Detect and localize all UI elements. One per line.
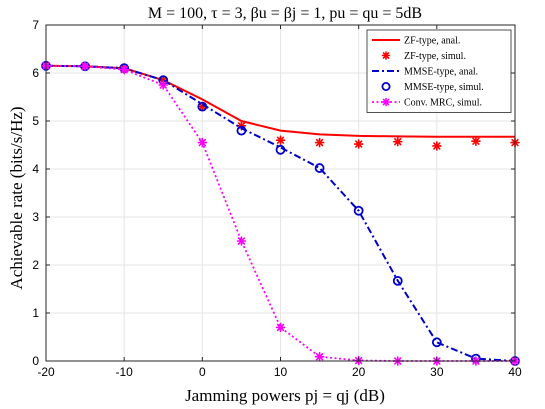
y-tick-label: 5 — [32, 114, 39, 128]
star-stroke — [81, 62, 89, 70]
y-tick-label: 0 — [32, 354, 39, 368]
y-axis-ticks: 0 1 2 3 4 5 6 7 — [32, 18, 515, 368]
star-stroke — [198, 138, 207, 147]
data-point-marker — [119, 64, 129, 75]
data-point-marker — [236, 125, 247, 136]
data-point-marker — [197, 101, 208, 112]
chart-title: M = 100, τ = 3, βu = βj = 1, pu = qu = 5… — [148, 5, 422, 22]
y-axis-title: Achievable rate (bits/s/Hz) — [7, 106, 26, 289]
data-point-marker — [314, 137, 325, 148]
x-tick-label: 20 — [352, 365, 366, 379]
data-point-marker — [314, 163, 325, 173]
x-tick-label: 10 — [274, 365, 288, 379]
data-point-marker — [158, 80, 169, 90]
data-point-marker — [392, 275, 403, 286]
star-stroke — [237, 237, 246, 245]
x-axis-title: Jamming powers pj = qj (dB) — [185, 386, 385, 405]
data-point-marker — [432, 141, 442, 151]
legend-entry-mmse-anal: MMSE-type, anal. — [372, 67, 478, 78]
y-tick-label: 2 — [32, 258, 39, 272]
star-stroke — [382, 98, 390, 106]
legend-marker — [381, 82, 391, 92]
series-layer — [41, 60, 520, 366]
star-stroke — [382, 52, 390, 59]
legend-entry-mmse-simul: MMSE-type, simul. — [381, 82, 484, 93]
legend-entry-zf-simul: ZF-type, simul. — [381, 51, 466, 62]
x-tick-label: -10 — [115, 365, 133, 379]
data-point-marker — [275, 322, 286, 333]
data-point-marker — [236, 236, 247, 246]
legend-entry-conv-mrc: Conv. MRC, simul. — [372, 98, 482, 109]
data-point-marker — [275, 144, 286, 155]
data-point-marker — [80, 61, 90, 72]
x-tick-label: 30 — [430, 365, 444, 379]
y-tick-label: 6 — [32, 66, 39, 80]
y-tick-label: 7 — [32, 18, 39, 32]
star-stroke — [472, 137, 480, 145]
star-stroke — [276, 136, 285, 144]
data-point-marker — [392, 136, 403, 147]
data-point-marker — [314, 351, 325, 362]
legend-entry-zf-anal: ZF-type, anal. — [372, 36, 460, 47]
legend-label: MMSE-type, anal. — [404, 67, 478, 78]
legend-label: ZF-type, simul. — [404, 51, 466, 62]
x-axis-ticks: -20 -10 0 10 20 30 40 — [37, 25, 522, 379]
data-point-marker — [353, 205, 364, 216]
data-point-marker — [275, 135, 286, 145]
legend-marker — [381, 51, 391, 60]
legend-marker — [381, 97, 391, 107]
y-tick-label: 3 — [32, 210, 39, 224]
x-tick-label: -20 — [37, 365, 55, 379]
data-point-marker — [471, 136, 481, 146]
star-stroke — [315, 352, 324, 361]
star-stroke — [394, 137, 402, 146]
star-stroke — [315, 138, 324, 147]
star-stroke — [120, 65, 128, 74]
legend-label: MMSE-type, simul. — [404, 82, 484, 93]
legend-label: ZF-type, anal. — [404, 36, 460, 47]
star-stroke — [433, 142, 441, 150]
x-tick-label: 0 — [199, 365, 206, 379]
data-point-marker — [353, 139, 364, 149]
star-stroke — [159, 81, 167, 89]
y-tick-label: 4 — [32, 162, 39, 176]
data-point-marker — [197, 137, 208, 148]
star-stroke — [354, 140, 363, 148]
y-tick-label: 1 — [32, 306, 39, 320]
star-stroke — [276, 323, 285, 332]
legend: ZF-type, anal. ZF-type, simul. MMSE-type, … — [366, 29, 512, 113]
legend-label: Conv. MRC, simul. — [404, 98, 482, 109]
x-tick-label: 40 — [508, 365, 522, 379]
data-point-marker — [431, 337, 442, 348]
